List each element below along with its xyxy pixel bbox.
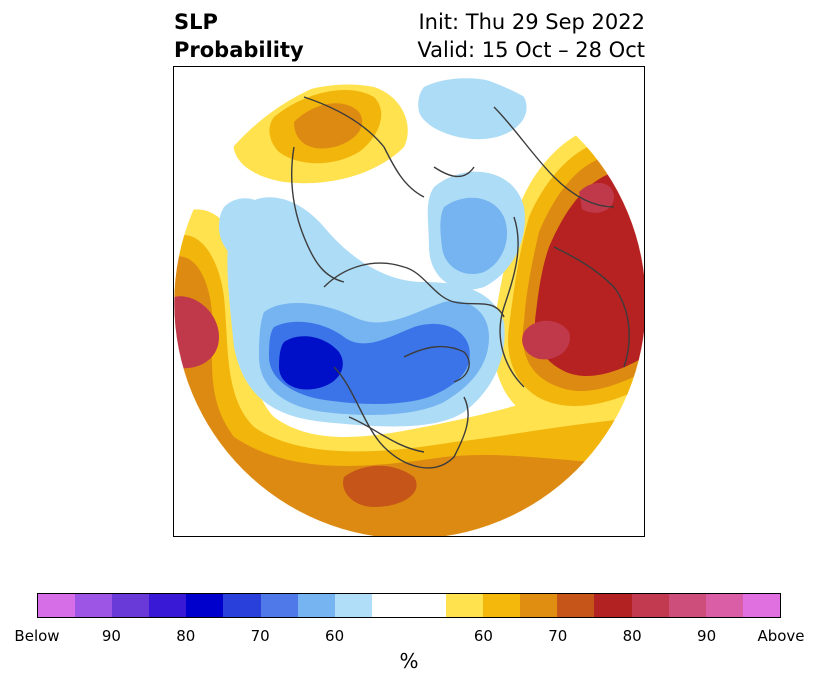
coastlines bbox=[290, 96, 630, 469]
colorbar-tick-label: 80 bbox=[176, 627, 196, 645]
colorbar-segment bbox=[260, 594, 298, 617]
above-90-europe bbox=[534, 172, 644, 377]
colorbar-tick-label: 80 bbox=[622, 627, 642, 645]
valid-period-label: Valid: 15 Oct – 28 Oct bbox=[417, 38, 645, 62]
colorbar-segment bbox=[371, 594, 409, 617]
title-line-probability: Probability bbox=[174, 38, 304, 62]
colorbar-segment bbox=[75, 594, 113, 617]
colorbar-tick-label: 60 bbox=[325, 627, 345, 645]
colorbar-segment bbox=[668, 594, 706, 617]
below-60-siberia bbox=[418, 78, 527, 140]
below-60-westpacific bbox=[219, 198, 277, 260]
colorbar-segment bbox=[483, 594, 521, 617]
probability-field bbox=[174, 67, 644, 536]
above-95-europe-south bbox=[522, 320, 570, 360]
colorbar-segment bbox=[334, 594, 372, 617]
colorbar-segment bbox=[223, 594, 261, 617]
colorbar-segment bbox=[446, 594, 484, 617]
slp-probability-map bbox=[173, 66, 645, 537]
colorbar-unit-label: % bbox=[399, 649, 419, 673]
above-80-region bbox=[174, 256, 644, 536]
below-90-northpacific bbox=[279, 336, 343, 390]
below-70-arctic bbox=[440, 197, 508, 275]
above-80-us bbox=[343, 465, 417, 507]
above-95-europe bbox=[579, 182, 614, 213]
colorbar-segment bbox=[594, 594, 632, 617]
colorbar-tick-label: 70 bbox=[548, 627, 568, 645]
title-line-slp: SLP bbox=[174, 10, 218, 34]
colorbar-segment bbox=[705, 594, 743, 617]
colorbar-segment bbox=[742, 594, 780, 617]
colorbar-segment bbox=[557, 594, 595, 617]
above-90-pacific bbox=[174, 296, 219, 369]
colorbar-segment bbox=[408, 594, 447, 617]
colorbar-segment bbox=[186, 594, 224, 617]
colorbar-segment bbox=[631, 594, 669, 617]
colorbar-tick-label: 90 bbox=[101, 627, 121, 645]
colorbar-tick-label: 90 bbox=[697, 627, 717, 645]
colorbar-segment bbox=[297, 594, 335, 617]
map-title: SLP Probability bbox=[174, 8, 304, 64]
map-canvas bbox=[174, 67, 644, 536]
colorbar-segment bbox=[38, 594, 76, 617]
colorbar-tick-label: Above bbox=[757, 627, 805, 645]
colorbar-tick-label: Below bbox=[14, 627, 60, 645]
forecast-dates: Init: Thu 29 Sep 2022 Valid: 15 Oct – 28… bbox=[417, 8, 645, 64]
init-date-label: Init: Thu 29 Sep 2022 bbox=[418, 10, 645, 34]
colorbar-segment bbox=[112, 594, 150, 617]
colorbar-tick-label: 70 bbox=[250, 627, 270, 645]
colorbar-segment bbox=[520, 594, 558, 617]
colorbar-tick-label: 60 bbox=[473, 627, 493, 645]
probability-colorbar bbox=[37, 593, 781, 618]
colorbar-segment bbox=[149, 594, 187, 617]
